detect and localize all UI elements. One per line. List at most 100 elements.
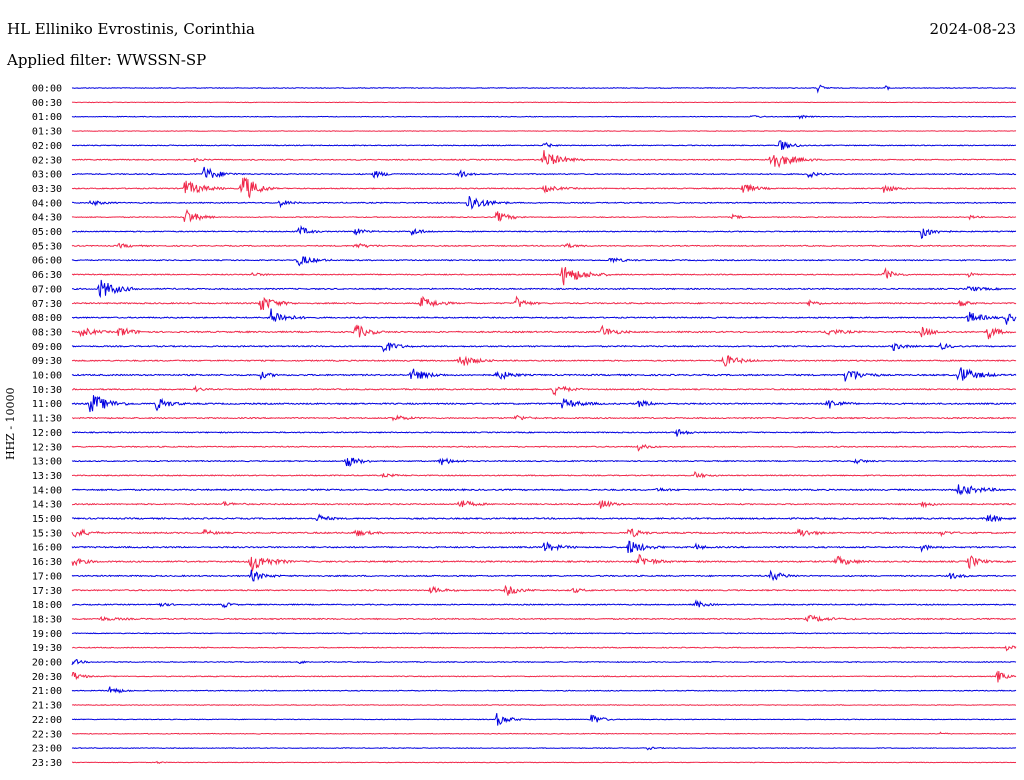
time-tick-label: 19:30	[32, 643, 62, 654]
seismic-trace-line	[71, 457, 1017, 468]
time-tick-label: 11:30	[32, 414, 62, 425]
seismic-trace-line	[71, 279, 1017, 299]
seismic-trace-line	[71, 429, 1017, 437]
time-tick-label: 21:30	[32, 701, 62, 712]
seismic-trace-line	[71, 308, 1017, 325]
time-tick-label: 09:30	[32, 356, 62, 367]
time-tick-label: 04:00	[32, 198, 62, 209]
seismic-trace-line	[71, 659, 1017, 666]
seismic-trace-line	[71, 540, 1017, 553]
seismic-trace-line	[71, 500, 1017, 509]
seismic-trace-line	[71, 584, 1017, 596]
time-tick-label: 16:30	[32, 557, 62, 568]
time-tick-label: 23:30	[32, 758, 62, 769]
seismic-trace-line	[71, 470, 1017, 479]
seismic-trace-line	[71, 140, 1016, 150]
seismic-trace-line	[71, 414, 1017, 422]
date-label: 2024-08-23	[929, 20, 1016, 38]
station-title: HL Elliniko Evrostinis, Corinthia	[7, 20, 255, 38]
seismic-trace-line	[71, 224, 1017, 240]
time-tick-label: 12:30	[32, 442, 62, 453]
time-tick-label: 00:30	[32, 98, 62, 109]
seismic-trace-line	[71, 324, 1017, 340]
seismic-trace-line	[71, 712, 1017, 726]
time-tick-label: 17:30	[32, 586, 62, 597]
time-tick-label: 03:00	[32, 170, 62, 181]
time-tick-label: 22:30	[32, 729, 62, 740]
time-tick-label: 18:00	[32, 600, 62, 611]
time-tick-label: 14:00	[32, 485, 62, 496]
seismic-trace-line	[71, 355, 1017, 367]
time-tick-label: 07:30	[32, 299, 62, 310]
time-tick-label: 08:30	[32, 327, 62, 338]
seismic-trace-line	[71, 208, 1017, 223]
time-tick-label: 07:00	[32, 284, 62, 295]
time-tick-label: 06:30	[32, 270, 62, 281]
time-tick-label: 02:00	[32, 141, 62, 152]
seismic-trace-line	[72, 731, 1017, 735]
seismic-trace-line	[71, 256, 1017, 267]
time-tick-label: 11:00	[32, 399, 62, 410]
seismic-trace-line	[71, 554, 1017, 572]
time-tick-label: 15:30	[32, 528, 62, 539]
seismic-trace-line	[71, 484, 1017, 496]
time-tick-label: 01:30	[32, 127, 62, 138]
seismic-trace-line	[71, 266, 1017, 286]
seismic-trace-line	[72, 599, 1017, 609]
time-tick-label: 18:30	[32, 614, 62, 625]
time-tick-label: 13:00	[32, 457, 62, 468]
time-tick-label: 13:30	[32, 471, 62, 482]
time-tick-label: 00:00	[32, 84, 62, 95]
seismic-trace-line	[71, 569, 1017, 582]
seismic-trace-line	[71, 395, 1017, 413]
time-tick-label: 05:00	[32, 227, 62, 238]
seismic-trace-line	[71, 670, 1017, 683]
seismic-trace-line	[71, 367, 1017, 382]
time-tick-label: 17:00	[32, 571, 62, 582]
seismic-trace-line	[71, 746, 1017, 751]
seismic-trace-line	[71, 513, 1017, 523]
seismic-trace-line	[71, 150, 1017, 169]
time-tick-label: 21:00	[32, 686, 62, 697]
seismic-trace-line	[71, 130, 1017, 132]
time-tick-label: 19:00	[32, 629, 62, 640]
time-tick-label: 02:30	[32, 155, 62, 166]
seismic-trace-line	[71, 443, 1017, 452]
time-tick-label: 01:00	[32, 112, 62, 123]
time-tick-label: 04:30	[32, 213, 62, 224]
seismic-trace-line	[71, 242, 1017, 249]
seismic-trace-line	[71, 760, 1017, 765]
time-tick-label: 03:30	[32, 184, 62, 195]
time-tick-label: 15:00	[32, 514, 62, 525]
time-tick-label: 16:00	[32, 543, 62, 554]
seismic-trace-line	[71, 166, 1017, 179]
time-tick-label: 05:30	[32, 241, 62, 252]
seismic-trace-line	[71, 385, 1016, 397]
time-tick-label: 10:00	[32, 371, 62, 382]
time-tick-label: 20:00	[32, 658, 62, 669]
time-tick-label: 09:00	[32, 342, 62, 353]
seismic-trace-line	[71, 84, 1017, 94]
time-tick-label: 23:00	[32, 744, 62, 755]
time-tick-label: 06:00	[32, 256, 62, 267]
seismic-trace-line	[71, 686, 1017, 694]
seismic-trace-line	[71, 614, 1017, 622]
filter-label: Applied filter: WWSSN-SP	[7, 51, 207, 69]
seismic-trace-line	[71, 176, 1016, 199]
seismic-trace-line	[71, 196, 1016, 210]
seismic-trace-line	[71, 342, 1017, 353]
seismic-trace-line	[71, 114, 1016, 120]
seismic-trace-line	[71, 295, 1017, 311]
time-tick-label: 20:30	[32, 672, 62, 683]
seismic-trace-line	[71, 101, 1017, 104]
time-tick-label: 22:00	[32, 715, 62, 726]
time-tick-label: 10:30	[32, 385, 62, 396]
time-tick-label: 14:30	[32, 500, 62, 511]
seismic-trace-line	[71, 704, 1016, 707]
time-tick-label: 12:00	[32, 428, 62, 439]
seismic-trace-line	[71, 632, 1017, 635]
time-tick-label: 08:00	[32, 313, 62, 324]
seismic-trace-line	[71, 645, 1017, 652]
seismic-trace-line	[71, 528, 1017, 538]
